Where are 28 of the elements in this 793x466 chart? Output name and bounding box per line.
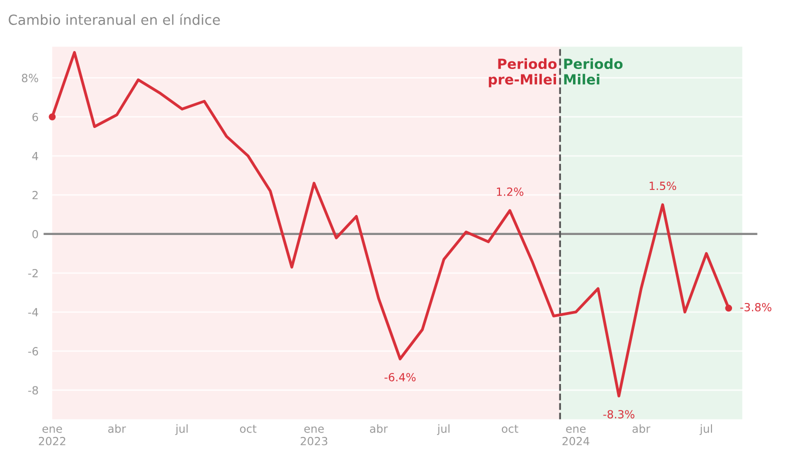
y-tick-label: 8% bbox=[22, 74, 38, 82]
annotation: -6.4% bbox=[384, 372, 416, 382]
x-tick-label: ene 2024 bbox=[562, 426, 590, 446]
y-tick-label: -8 bbox=[28, 386, 38, 394]
band-label: Periodo Milei bbox=[564, 58, 623, 85]
annotation: 1.5% bbox=[650, 182, 676, 190]
y-tick-label: 6 bbox=[32, 112, 38, 122]
x-tick-label: abr bbox=[370, 424, 388, 433]
y-tick-label: -6 bbox=[28, 347, 38, 356]
annotation: -8.3% bbox=[603, 410, 634, 418]
annotation: 1.2% bbox=[496, 187, 524, 196]
x-tick-label: ene 2022 bbox=[38, 426, 66, 446]
y-tick-label: 4 bbox=[32, 152, 38, 160]
band-label: Periodo pre-Milei bbox=[488, 58, 557, 88]
y-tick-label: 2 bbox=[32, 190, 38, 200]
x-tick-label: abr bbox=[632, 424, 650, 433]
annotation: -3.8% bbox=[740, 302, 772, 312]
chart-title: Cambio interanual en el índice bbox=[8, 14, 220, 25]
y-tick-label: 0 bbox=[32, 230, 38, 238]
x-tick-label: ene 2023 bbox=[300, 426, 328, 446]
x-tick-label: oct bbox=[240, 424, 256, 433]
x-tick-label: jul bbox=[437, 424, 450, 436]
x-tick-label: oct bbox=[502, 424, 518, 433]
y-tick-label: -4 bbox=[28, 308, 38, 316]
x-tick-label: abr bbox=[108, 424, 126, 433]
y-tick-label: -2 bbox=[28, 268, 38, 278]
x-tick-label: jul bbox=[175, 424, 188, 436]
x-tick-label: jul bbox=[700, 424, 712, 436]
